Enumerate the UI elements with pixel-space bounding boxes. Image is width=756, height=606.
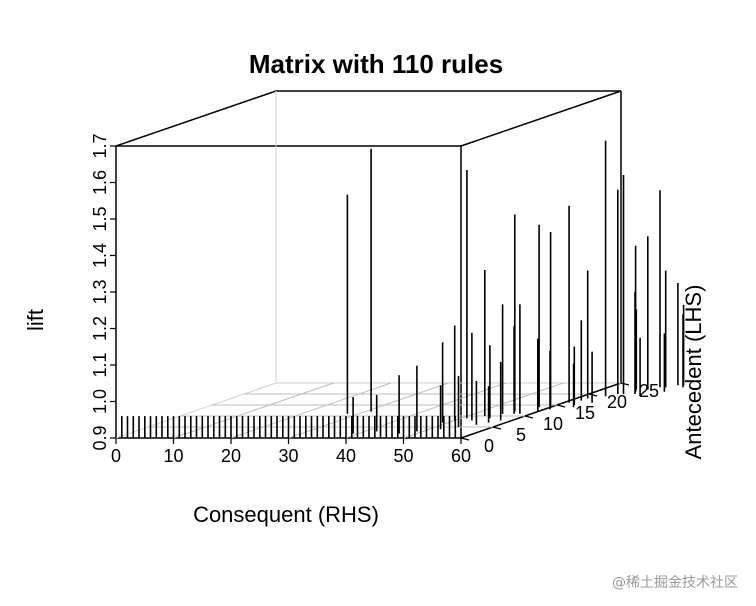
y-tick-label: 20 [607, 392, 627, 412]
z-tick-label: 1.7 [90, 133, 110, 158]
data-marks [121, 140, 685, 438]
z-tick-label: 1.5 [90, 206, 110, 231]
y-axis-label: Antecedent (LHS) [681, 285, 706, 460]
y-tick [556, 404, 566, 408]
z-tick-label: 1.1 [90, 352, 110, 377]
x-tick-label: 0 [111, 446, 121, 466]
z-tick-label: 1.0 [90, 389, 110, 414]
grid-line [230, 382, 392, 439]
y-tick [492, 426, 502, 430]
x-tick-label: 50 [393, 446, 413, 466]
z-tick-label: 0.9 [90, 425, 110, 450]
grid-line [345, 382, 507, 439]
box-edge [115, 90, 277, 147]
z-axis-label: lift [23, 309, 48, 331]
x-axis-label: Consequent (RHS) [193, 502, 379, 527]
y-tick [524, 415, 534, 419]
plot-box [115, 90, 622, 439]
x-tick-label: 10 [163, 446, 183, 466]
z-tick-label: 1.4 [90, 243, 110, 268]
axis-ticks: 0 10 20 30 40 50 60 0 5 10 15 20 25 0.9 1.0 1.1 1.2 1.3 1.… [90, 133, 659, 466]
x-tick-label: 20 [221, 446, 241, 466]
grid-line [173, 382, 334, 439]
y-tick-label: 10 [543, 414, 563, 434]
x-tick-label: 40 [336, 446, 356, 466]
grid-line [288, 382, 449, 439]
z-tick-label: 1.3 [90, 279, 110, 304]
y-tick [588, 393, 598, 397]
y-tick-label: 25 [639, 381, 659, 401]
box-edge-back [115, 382, 277, 439]
z-tick-label: 1.2 [90, 316, 110, 341]
chart-title: Matrix with 110 rules [249, 49, 503, 79]
y-tick-label: 5 [516, 425, 526, 445]
box-edge [460, 90, 622, 147]
grid-line [403, 382, 564, 439]
y-tick [620, 382, 630, 386]
y-tick-label: 15 [575, 403, 595, 423]
x-tick-label: 30 [278, 446, 298, 466]
y-tick-label: 0 [484, 436, 494, 456]
watermark: @稀土掘金技术社区 [612, 575, 738, 591]
y-tick [460, 437, 470, 441]
x-tick-label: 60 [451, 446, 471, 466]
box-edge [460, 382, 622, 439]
z-tick-label: 1.6 [90, 170, 110, 195]
